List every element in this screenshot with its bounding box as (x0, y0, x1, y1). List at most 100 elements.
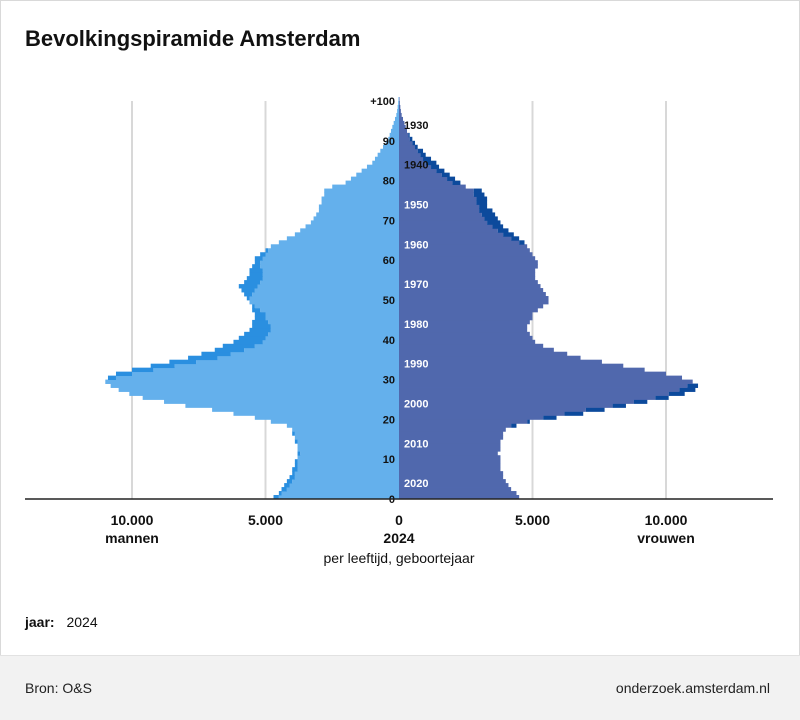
birth-year-label: 1940 (404, 160, 428, 172)
bar-men-excess (294, 463, 298, 468)
bar-women (399, 459, 501, 464)
bar-men (297, 455, 399, 460)
birth-year-label: 1950 (404, 199, 428, 211)
bar-men (396, 112, 399, 118)
year-filter[interactable]: jaar: 2024 (25, 614, 98, 630)
bar-men-excess (286, 479, 293, 484)
bar-women-excess (484, 216, 498, 221)
bar-women (399, 479, 506, 484)
x-tick-label: 10.000 (645, 512, 688, 528)
bar-men (262, 339, 399, 345)
bar-women (399, 319, 530, 325)
bar-men (129, 391, 399, 396)
bar-men (286, 487, 399, 492)
bar-women (399, 443, 501, 448)
bar-women (399, 435, 504, 440)
bar-men-excess (252, 319, 269, 325)
bar-women-excess (687, 383, 699, 388)
bar-men (321, 196, 399, 201)
bar-women-excess (479, 208, 493, 213)
bar-men (286, 423, 399, 428)
bar-men (268, 248, 399, 253)
bar-men (262, 268, 399, 273)
bar-men-excess (233, 339, 263, 345)
bar-men (294, 435, 399, 440)
bar-women (399, 140, 413, 146)
bar-men-excess (249, 268, 263, 273)
x-tick-label: 5.000 (248, 512, 283, 528)
bar-men (398, 97, 399, 102)
bar-men (260, 264, 399, 269)
bar-women (399, 176, 448, 181)
bar-women (399, 268, 536, 273)
bar-men (270, 244, 399, 249)
bar-men (262, 272, 399, 277)
bar-men-excess (292, 467, 298, 472)
birth-year-label: 1970 (404, 279, 428, 291)
bar-women (399, 339, 536, 345)
bar-women (399, 455, 501, 460)
bar-men (294, 471, 399, 476)
footer: Bron: O&S onderzoek.amsterdam.nl (0, 655, 800, 720)
birth-year-label: 1930 (404, 120, 428, 132)
bar-men (289, 483, 399, 488)
bar-men (270, 327, 399, 333)
bar-women (399, 288, 544, 293)
bar-men (270, 323, 399, 329)
bar-men (252, 292, 399, 297)
bar-women (399, 220, 488, 225)
bar-women-excess (655, 395, 669, 400)
bar-women-excess (679, 387, 696, 392)
bar-women (399, 467, 501, 472)
bar-men-excess (292, 431, 295, 436)
bar-women (399, 224, 493, 229)
bar-women (399, 260, 538, 265)
bar-women-excess (473, 192, 485, 197)
bar-men (286, 236, 399, 241)
bar-men (393, 120, 399, 126)
bar-men (385, 140, 399, 146)
x-tick-sublabel: 2024 (383, 530, 414, 546)
bar-men (297, 443, 399, 448)
year-value[interactable]: 2024 (66, 614, 98, 630)
bar-men (249, 300, 399, 305)
bar-women (399, 427, 506, 432)
bar-women-excess (476, 196, 488, 201)
bar-women (399, 160, 426, 166)
age-tick-label: 40 (383, 335, 395, 347)
bar-men (345, 180, 399, 185)
bar-men (233, 411, 399, 416)
bar-women (399, 184, 466, 189)
bar-women-excess (423, 156, 432, 162)
bar-men-excess (132, 367, 154, 373)
bar-men (265, 311, 399, 317)
bar-men-excess (249, 327, 271, 333)
site-link[interactable]: onderzoek.amsterdam.nl (615, 680, 770, 696)
bar-men (392, 124, 399, 130)
bar-women-excess (527, 419, 530, 424)
bar-men (260, 280, 399, 285)
bar-men (292, 427, 399, 432)
bar-women-excess (481, 212, 496, 217)
bar-men (278, 495, 399, 500)
bar-men (398, 101, 399, 106)
bar-men-excess (188, 355, 218, 361)
bar-men-excess (252, 307, 261, 313)
bar-men (260, 260, 399, 265)
age-tick-label: 30 (383, 375, 395, 387)
bar-women (399, 495, 520, 500)
bar-men-excess (297, 451, 301, 456)
bar-women (399, 240, 520, 245)
bar-women-excess (408, 132, 410, 138)
bar-women (399, 124, 406, 130)
bar-women (399, 232, 504, 237)
bar-women-excess (436, 168, 445, 174)
bar-men (361, 168, 399, 174)
bar-men (332, 184, 399, 189)
age-tick-label: 10 (383, 454, 395, 466)
bar-men (249, 296, 399, 301)
bar-women (399, 101, 400, 106)
year-label: jaar: (25, 614, 55, 630)
bar-women (399, 248, 530, 253)
birth-year-label: 1960 (404, 239, 428, 251)
